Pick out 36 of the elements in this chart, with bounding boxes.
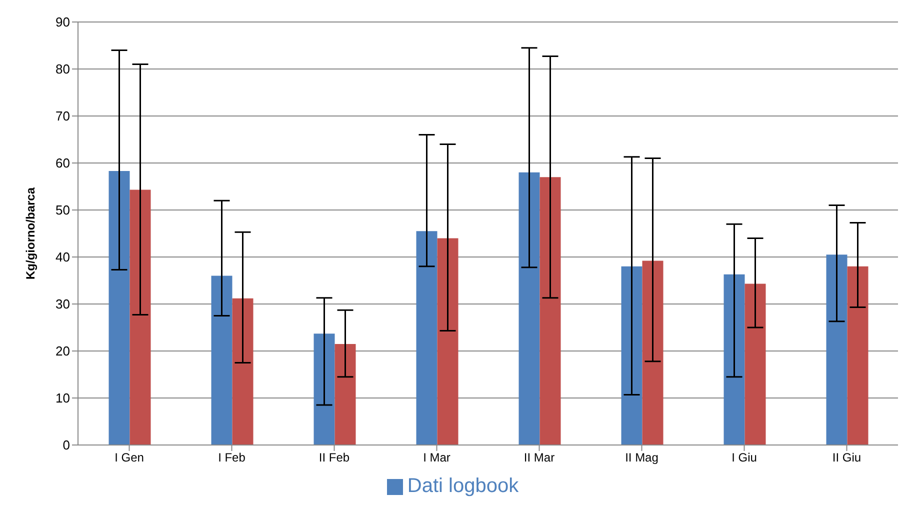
y-tick-label: 10: [56, 390, 70, 406]
bar: [724, 274, 745, 445]
bar: [334, 344, 356, 445]
bar: [826, 254, 848, 445]
x-tick-label: I Giu: [732, 450, 757, 465]
bar: [540, 177, 561, 445]
bar: [416, 231, 438, 445]
y-tick-label: 80: [56, 62, 70, 77]
x-tick-label: II Giu: [832, 450, 862, 465]
x-tick-label: I Feb: [218, 450, 246, 465]
x-tick-label: II Mar: [524, 450, 555, 465]
bar: [314, 334, 335, 445]
x-tick-label: I Mar: [423, 450, 450, 465]
y-tick-label: 40: [56, 250, 70, 265]
y-tick-label: 0: [62, 438, 70, 453]
bar: [621, 266, 642, 445]
bar: [130, 190, 151, 445]
bar: [744, 284, 766, 445]
x-tick-label: I Gen: [114, 450, 144, 465]
y-tick-label: 90: [56, 14, 70, 30]
x-tick-label: II Feb: [318, 450, 350, 465]
y-tick-label: 60: [56, 156, 70, 171]
y-tick-label: 30: [56, 296, 70, 312]
legend-label: Dati logbook: [407, 475, 519, 497]
bar: [642, 260, 664, 445]
bar: [847, 266, 868, 445]
bar: [437, 238, 458, 445]
bar: [232, 298, 254, 445]
y-axis-title: Kg/giorno/barca: [23, 187, 38, 280]
y-tick-label: 70: [56, 108, 70, 124]
y-tick-label: 50: [56, 202, 70, 218]
bar: [108, 170, 130, 445]
y-tick-label: 20: [56, 344, 70, 359]
bar: [211, 276, 232, 445]
x-tick-label: II Mag: [625, 450, 658, 465]
bar: [518, 172, 540, 445]
